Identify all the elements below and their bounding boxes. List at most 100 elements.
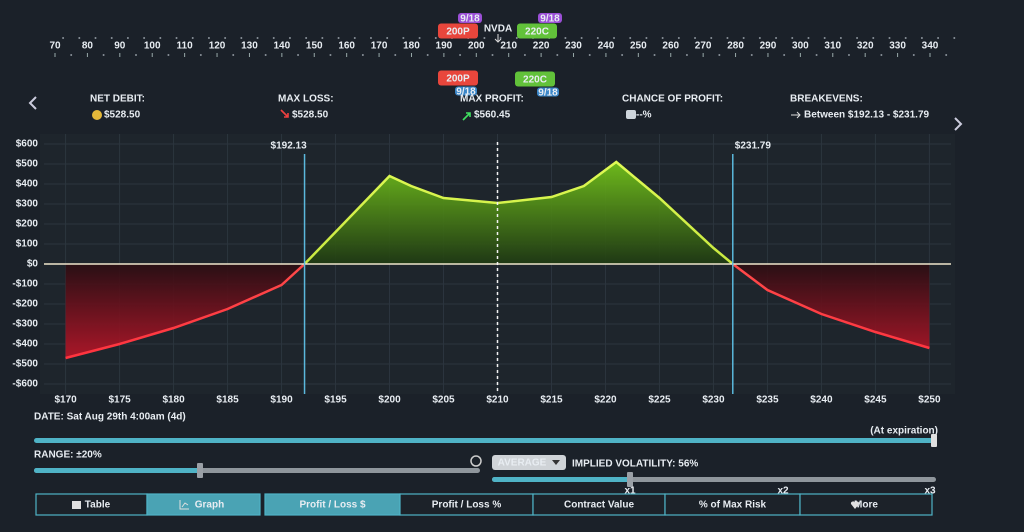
range-slider-fill[interactable]	[34, 468, 200, 473]
ruler-dot	[321, 37, 324, 39]
top-call-expiry-bg[interactable]	[538, 13, 562, 23]
pl-area	[65, 162, 930, 358]
x-tick-label: $215	[540, 395, 563, 406]
date-knob[interactable]	[931, 434, 937, 447]
ruler-dot	[135, 54, 138, 56]
ruler-dot	[807, 37, 810, 39]
x-tick-label: $205	[432, 395, 455, 406]
x-tick-label: $170	[54, 395, 77, 406]
ruler-dot	[556, 54, 559, 56]
stat-label: NET DEBIT:	[90, 94, 145, 105]
ruler-dot	[483, 37, 486, 39]
ruler-label: 190	[436, 41, 453, 52]
ruler-label: 250	[630, 41, 647, 52]
ruler-dot	[426, 54, 429, 56]
y-tick-label: $300	[16, 199, 39, 210]
tab[interactable]	[146, 493, 261, 516]
range-knob[interactable]	[197, 463, 203, 478]
top-put-expiry-bg[interactable]	[458, 13, 482, 23]
ruler-dot	[143, 37, 146, 39]
y-tick-label: -$400	[12, 339, 38, 350]
ruler-dot	[694, 37, 697, 39]
stat-value: $528.50	[104, 110, 141, 121]
ruler-label: 200	[468, 41, 485, 52]
bottom-call: 220C	[523, 75, 547, 86]
ruler-dot	[337, 37, 340, 39]
ruler-label: 220	[533, 41, 550, 52]
tab-label: More	[854, 500, 878, 511]
date-end-label: (At expiration)	[870, 426, 938, 437]
ruler-dot	[613, 37, 616, 39]
ruler-dot	[499, 37, 502, 39]
ruler-dot	[758, 37, 761, 39]
ruler-dot	[102, 54, 105, 56]
ruler-dot	[653, 54, 656, 56]
iv-mark: x2	[777, 486, 789, 497]
iv-mode-caret	[552, 460, 560, 465]
ruler-dot	[94, 37, 97, 39]
iv-mode: AVERAGE	[498, 458, 547, 469]
ruler-label: 180	[403, 41, 420, 52]
ruler-label: 330	[889, 41, 906, 52]
x-tick-label: $240	[810, 395, 833, 406]
bottom-put: 200P	[446, 74, 470, 85]
stat-value: --%	[636, 110, 652, 121]
ruler-dot	[783, 54, 786, 56]
ruler-dot	[224, 37, 227, 39]
ruler-dot	[353, 37, 356, 39]
ruler-label: 230	[565, 41, 582, 52]
ruler-dot	[953, 37, 956, 39]
ruler-dot	[685, 54, 688, 56]
iv-label: IMPLIED VOLATILITY: 56%	[572, 459, 698, 470]
ruler-label: 140	[274, 41, 291, 52]
prev-arrow[interactable]	[28, 96, 37, 110]
ruler-dot	[750, 54, 753, 56]
ruler-dot	[872, 37, 875, 39]
tab[interactable]	[799, 493, 933, 516]
iv-slider-fill[interactable]	[492, 477, 630, 482]
ruler-dot	[888, 37, 891, 39]
ruler-dot	[491, 54, 494, 56]
content: 70 80 90 100 110 120 130 140 150 160 170 180 190 200 2…	[12, 13, 956, 516]
date-slider[interactable]	[34, 438, 936, 443]
y-tick-label: $500	[16, 159, 39, 170]
ruler-dot	[240, 37, 243, 39]
ruler-dot	[912, 54, 915, 56]
top-call: 220C	[525, 27, 549, 38]
y-tick-label: $100	[16, 239, 39, 250]
iv-knob[interactable]	[627, 472, 633, 487]
chance-icon	[626, 110, 636, 119]
iv-mark: x1	[624, 486, 636, 497]
bottom-put-bg[interactable]	[438, 70, 478, 86]
ruler-dot	[288, 37, 291, 39]
ruler-dot	[815, 54, 818, 56]
bottom-call-bg[interactable]	[515, 71, 555, 87]
iv-mark: x3	[924, 486, 936, 497]
iv-mode-button[interactable]	[492, 455, 566, 470]
ruler-dot	[434, 37, 437, 39]
ruler-label: 280	[727, 41, 744, 52]
ruler-dot	[418, 37, 421, 39]
next-arrow[interactable]	[954, 117, 963, 131]
ruler-dot	[264, 54, 267, 56]
x-tick-label: $180	[162, 395, 185, 406]
bottom-put-expiry: 9/18	[456, 87, 476, 98]
ruler-label: 130	[241, 41, 258, 52]
bottom-call-expiry-bg[interactable]	[537, 87, 559, 97]
ruler-dot	[459, 54, 462, 56]
ruler-dot	[823, 37, 826, 39]
profit-icon	[462, 112, 471, 121]
top-put-bg[interactable]	[438, 23, 478, 39]
date-label: DATE: Sat Aug 29th 4:00am (4d)	[34, 412, 186, 423]
ruler-dot	[775, 37, 778, 39]
ruler-dot	[402, 37, 405, 39]
ruler-dot	[880, 54, 883, 56]
ruler-dot	[232, 54, 235, 56]
ruler-dot	[159, 37, 162, 39]
ruler-dot	[70, 54, 73, 56]
bottom-put-expiry-bg[interactable]	[455, 86, 477, 96]
ruler-dot	[904, 37, 907, 39]
tab-label: Graph	[195, 500, 224, 511]
top-call-bg[interactable]	[517, 23, 557, 39]
settings-icon[interactable]	[470, 455, 482, 467]
